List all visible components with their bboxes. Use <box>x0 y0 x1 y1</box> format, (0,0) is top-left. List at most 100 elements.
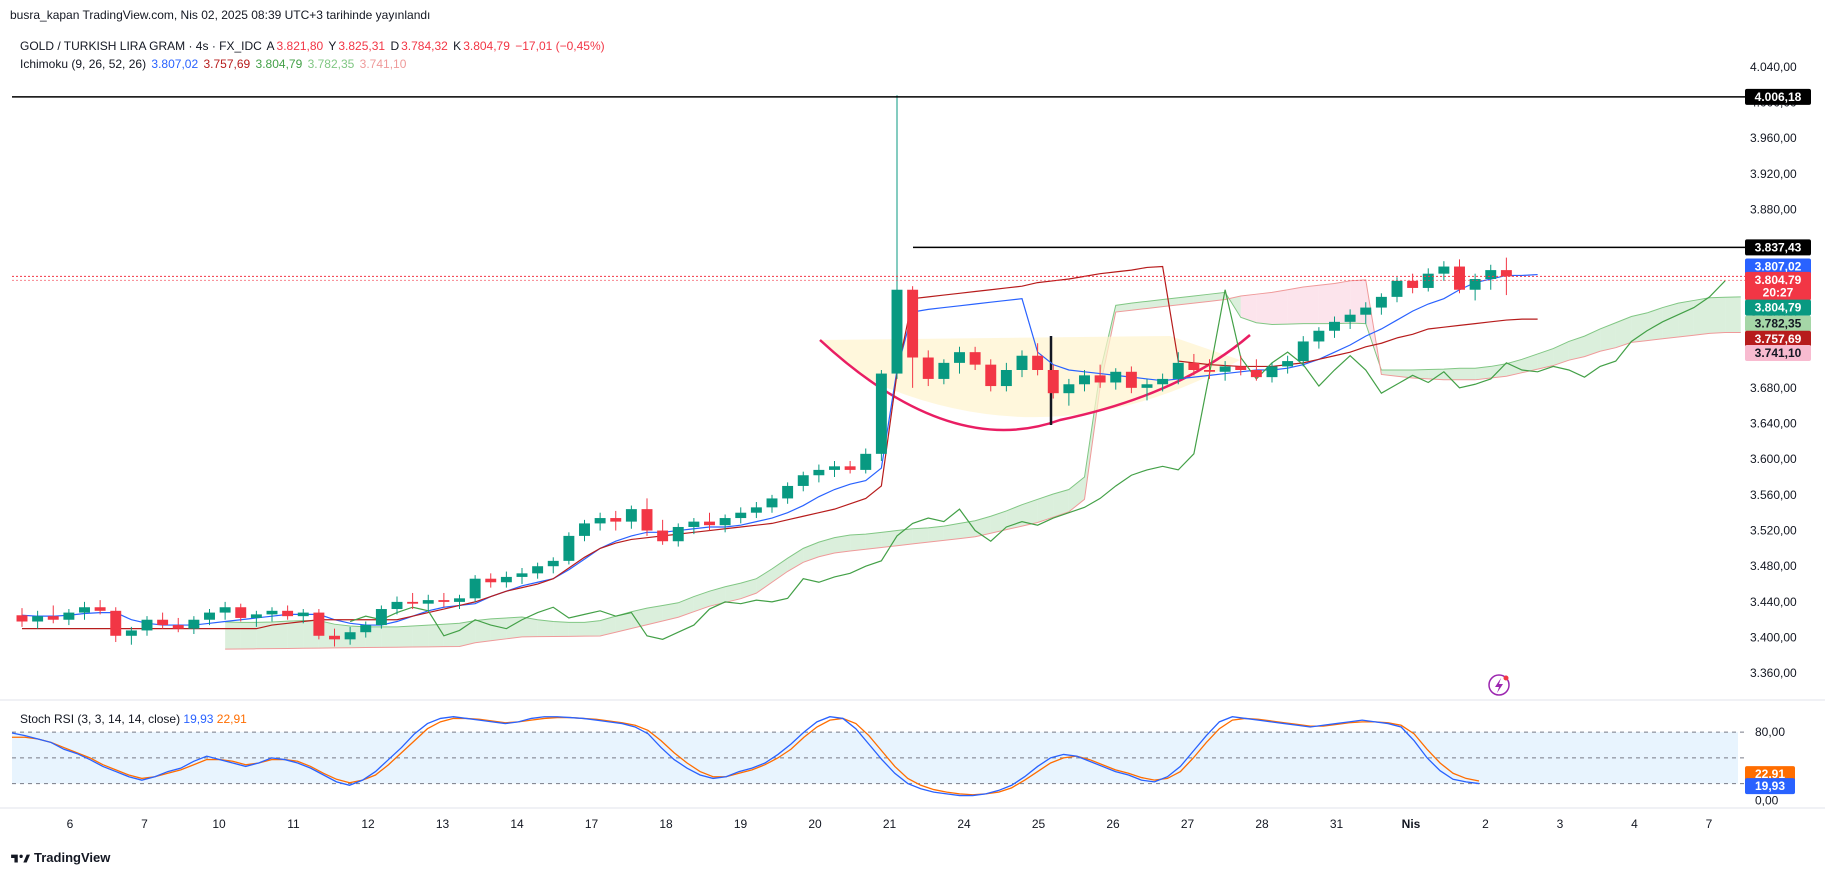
time-tick-label: 24 <box>957 817 971 831</box>
cloud-segment <box>1225 292 1241 318</box>
candle-body <box>1500 270 1512 277</box>
price-tick-label: 3.440,00 <box>1750 595 1797 609</box>
cloud-segment <box>1006 504 1022 530</box>
cloud-segment <box>506 617 522 639</box>
candle-body <box>704 521 715 526</box>
cloud-segment <box>225 621 241 650</box>
price-tick-label: 3.840,00 <box>1750 238 1797 252</box>
cloud-segment <box>1193 294 1210 304</box>
time-tick-label: 28 <box>1255 817 1269 831</box>
rsi-band <box>12 732 1738 784</box>
candle-body <box>250 614 262 618</box>
price-labels: 4.006,183.837,433.807,023.804,7920:273.8… <box>1745 88 1811 362</box>
cloud-segment <box>568 622 585 637</box>
candle-body <box>1360 307 1372 315</box>
cloud-segment <box>1475 366 1491 380</box>
ichimoku-spanA-value: 3.782,35 <box>307 57 355 71</box>
time-tick-label: 20 <box>808 817 822 831</box>
cloud-segment <box>959 520 976 539</box>
cloud-segment <box>287 620 304 649</box>
ichimoku-legend[interactable]: Ichimoku (9, 26, 52, 26) 3.807,02 3.757,… <box>20 57 408 71</box>
rsi-axis-badge-text: 19,93 <box>1755 779 1785 793</box>
cloud-segment <box>756 568 772 594</box>
candle-body <box>1282 361 1294 367</box>
candle-body <box>235 607 247 618</box>
cloud-segment <box>1647 307 1663 341</box>
cloud-segment <box>1537 348 1554 370</box>
candle-body <box>610 518 622 522</box>
stoch-rsi-d-value: 22,91 <box>216 712 247 726</box>
cloud-segment <box>803 542 819 563</box>
price-axis-badge <box>1745 239 1811 256</box>
candle-body <box>766 498 778 508</box>
cloud-segment <box>443 623 460 647</box>
cloud-segment <box>1490 363 1507 379</box>
cloud-segment <box>912 527 929 544</box>
ichimoku-chikou-value: 3.804,79 <box>255 57 303 71</box>
candle-body <box>1250 370 1262 378</box>
lightning-icon <box>1488 674 1510 696</box>
tenkan-sen <box>21 273 1538 626</box>
rsi-tick-label: 80,00 <box>1755 725 1785 739</box>
time-tick-label: 6 <box>67 817 74 831</box>
cloud-segment <box>475 618 491 643</box>
ichimoku-tenkan-value: 3.807,02 <box>151 57 199 71</box>
cloud-segment <box>693 591 710 612</box>
time-tick-label: 12 <box>361 817 375 831</box>
time-tick-label: 4 <box>1631 817 1638 831</box>
rsi-axis-badge <box>1745 778 1795 795</box>
candle-body <box>922 357 934 379</box>
candle-body <box>500 576 512 583</box>
candle-body <box>1047 370 1059 394</box>
cloud-segment <box>1350 279 1366 324</box>
cloud-segment <box>553 621 569 637</box>
cup-fill <box>820 336 1240 418</box>
cloud-segment <box>537 619 554 637</box>
candle-body <box>719 518 731 526</box>
cloud-segment <box>818 537 835 557</box>
rsi-axis-badge-text: 22,91 <box>1755 767 1785 781</box>
candle-body <box>125 630 137 636</box>
candle-body <box>750 507 762 513</box>
symbol-legend[interactable]: GOLD / TURKISH LIRA GRAM · 4s · FX_IDC A… <box>20 39 607 53</box>
close-label: K <box>453 39 462 53</box>
time-tick-label: 2 <box>1482 817 1489 831</box>
stoch-rsi-legend[interactable]: Stoch RSI (3, 3, 14, 14, close) 19,93 22… <box>20 712 247 726</box>
price-tick-label: 3.400,00 <box>1750 631 1797 645</box>
cloud-segment <box>1428 369 1444 380</box>
candle-body <box>1079 375 1090 385</box>
candle-body <box>32 616 44 622</box>
candle-body <box>1313 330 1325 342</box>
cloud-segment <box>1709 297 1726 334</box>
time-tick-label: Nis <box>1402 817 1421 831</box>
candle-body <box>1219 366 1231 372</box>
candle-body <box>891 289 903 374</box>
cloud-segment <box>1662 303 1679 339</box>
candle-body <box>344 632 356 640</box>
price-tick-label: 4.000,00 <box>1750 95 1797 109</box>
publish-line: busra_kapan TradingView.com, Nis 02, 202… <box>10 8 431 22</box>
candle-body <box>1000 370 1012 387</box>
candle-body <box>1469 279 1481 290</box>
candle-body <box>625 509 637 522</box>
open-label: A <box>266 39 275 53</box>
candle-body <box>375 609 387 626</box>
cloud-segment <box>1631 312 1647 343</box>
candle-body <box>657 530 669 542</box>
tradingview-footer[interactable]: TradingView <box>10 850 110 865</box>
tradingview-logo-icon <box>11 854 30 862</box>
candle-body <box>641 509 653 531</box>
open-value: 3.821,80 <box>276 39 324 53</box>
candle-body <box>860 453 872 470</box>
price-tick-label: 3.880,00 <box>1750 202 1797 216</box>
ichimoku-cloud <box>225 279 1741 650</box>
price-axis-badge-text: 3.837,43 <box>1755 240 1802 254</box>
cloud-segment <box>365 626 382 648</box>
cloud-segment <box>1397 370 1413 379</box>
candle-body <box>954 352 965 363</box>
time-tick-label: 26 <box>1106 817 1120 831</box>
candle-body <box>1266 366 1278 378</box>
cloud-segment <box>1365 279 1382 375</box>
cloud-segment <box>740 578 757 599</box>
